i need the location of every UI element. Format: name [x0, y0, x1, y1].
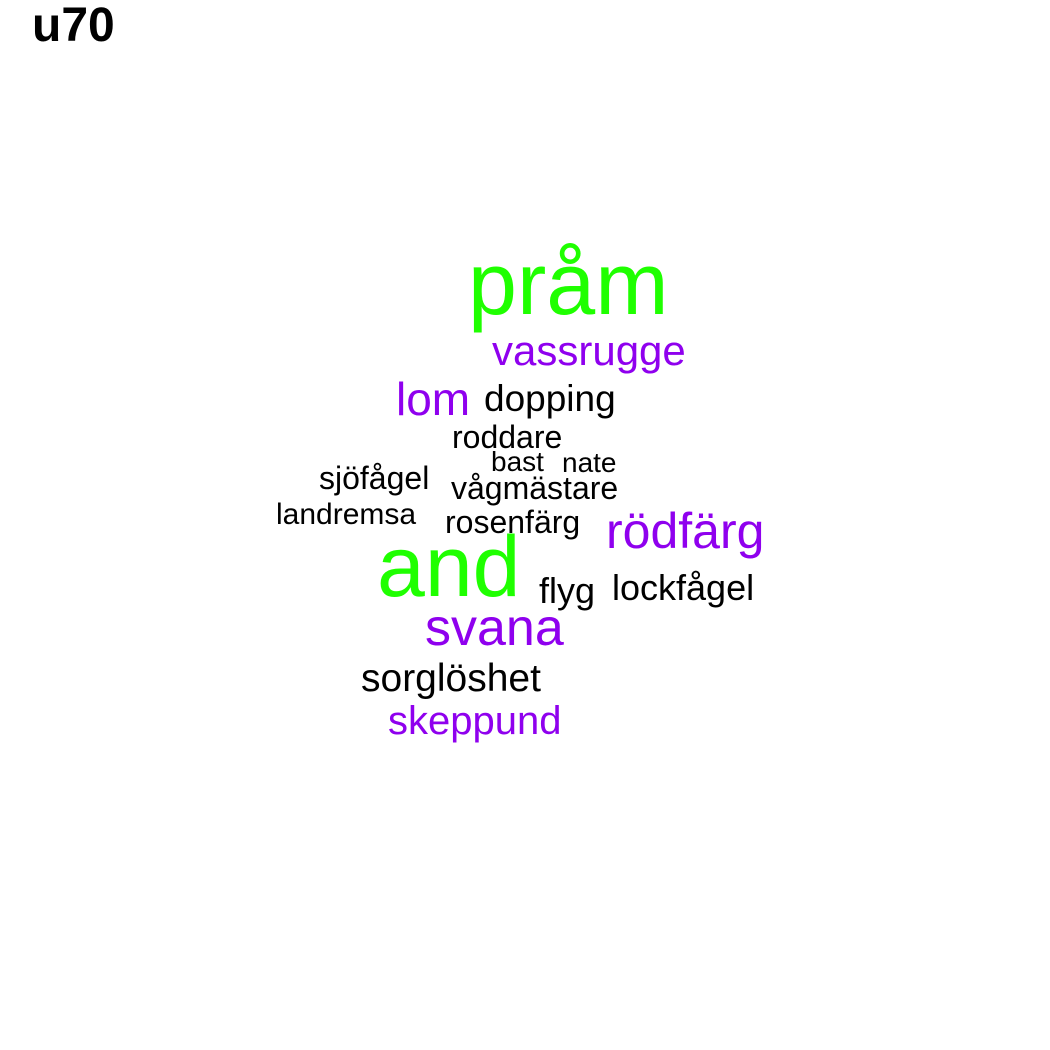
word-sorgloshet: sorglöshet — [361, 657, 541, 700]
word-and: and — [377, 519, 521, 615]
word-roddare: roddare — [452, 419, 563, 455]
word-vassrugge: vassrugge — [492, 327, 686, 374]
word-pram: pråm — [468, 234, 669, 333]
word-svana: svana — [425, 599, 564, 657]
word-dopping: dopping — [484, 378, 616, 419]
word-bast: bast — [491, 446, 544, 477]
word-sjofagel: sjöfågel — [319, 460, 430, 496]
word-nate: nate — [562, 447, 617, 478]
word-flyg: flyg — [539, 570, 596, 611]
word-lockfagel: lockfågel — [612, 567, 755, 608]
word-rodfarg: rödfärg — [606, 503, 765, 559]
word-rosenfarg: rosenfärg — [445, 504, 581, 540]
cloud-title: u70 — [32, 0, 115, 52]
word-vagmastare: vågmästare — [451, 470, 619, 506]
word-landremsa: landremsa — [276, 498, 417, 531]
word-lom: lom — [396, 373, 471, 425]
word-skeppund: skeppund — [388, 699, 562, 743]
